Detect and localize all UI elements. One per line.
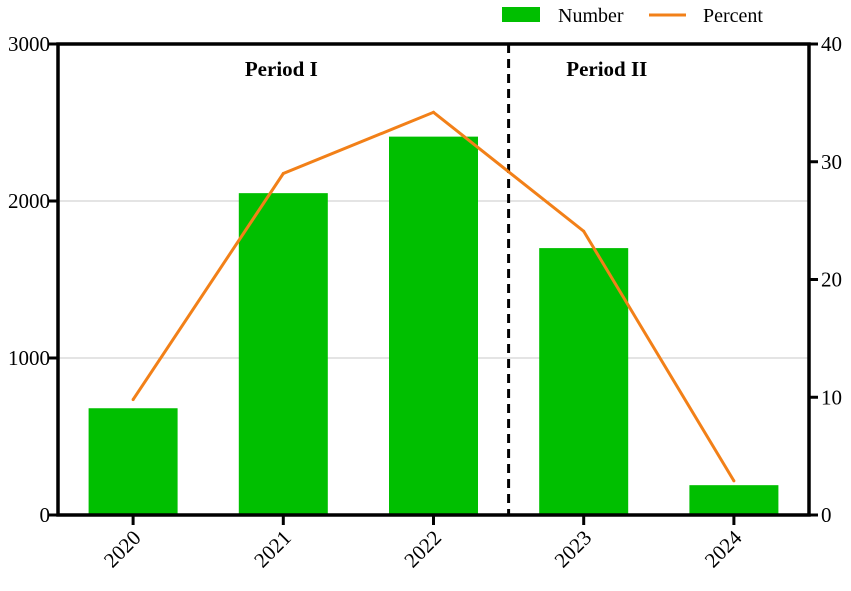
percent-point-2020 [131,398,135,402]
legend-label-number: Number [558,5,624,27]
left-axis-tick-label: 2000 [8,189,50,213]
right-axis-tick-label: 30 [821,150,842,174]
right-axis-tick-label: 0 [821,503,832,527]
percent-point-2021 [281,172,285,176]
period-ii-label: Period II [566,57,647,81]
bars [88,136,779,515]
x-axis-tick-label: 2022 [399,526,446,573]
right-axis-tick-label: 20 [821,268,842,292]
period-i-label: Period I [245,57,318,81]
left-axis-tick-label: 1000 [8,346,50,370]
bar-2021 [238,193,328,515]
left-axis-tick-label: 3000 [8,32,50,56]
percent-point-2022 [432,110,435,114]
legend-swatch-number [502,7,540,22]
right-axis-tick-label: 10 [821,385,842,409]
percent-line [131,110,736,483]
bar-2020 [88,408,178,515]
x-axis-tick-label: 2024 [700,525,747,572]
bar-2024 [689,485,779,515]
x-axis-tick-label: 2020 [99,526,146,573]
percent-point-2024 [732,479,736,483]
x-axis-tick-label: 2023 [550,526,597,573]
percent-point-2023 [582,229,586,233]
bar-2022 [389,136,478,515]
legend: Number Percent [502,5,763,27]
legend-label-percent: Percent [703,5,763,27]
bar-2023 [539,248,629,515]
right-axis-tick-label: 40 [821,32,842,56]
left-axis-tick-label: 0 [40,503,51,527]
x-axis-tick-label: 2021 [249,526,296,573]
